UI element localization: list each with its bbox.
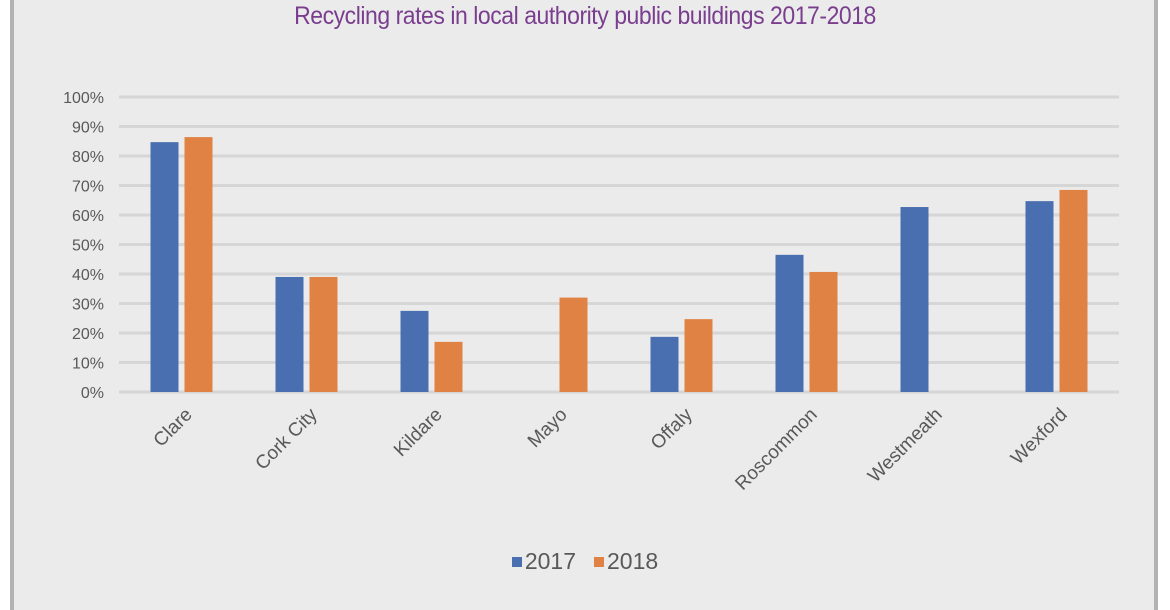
- y-tick-label: 30%: [72, 297, 104, 314]
- x-tick-label: Kildare: [390, 404, 447, 461]
- x-axis-ticks: Clare Cork City Kildare Mayo Offaly Roscommon…: [150, 404, 1072, 495]
- y-tick-label: 100%: [63, 90, 104, 107]
- bar-wexford-2017[interactable]: [1025, 201, 1054, 392]
- x-tick-label: Offaly: [647, 404, 697, 454]
- bar-cork-city-2017[interactable]: [275, 276, 304, 392]
- y-axis-ticks: 0% 10% 20% 30% 40% 50% 60% 70% 80% 90% 100%: [63, 90, 104, 402]
- gridlines: [119, 95, 1119, 394]
- y-tick-label: 80%: [72, 149, 104, 166]
- y-tick-label: 20%: [72, 326, 104, 343]
- bar-mayo-2018[interactable]: [559, 297, 588, 392]
- x-tick-label: Westmeath: [864, 404, 947, 487]
- y-tick-label: 0%: [81, 385, 104, 402]
- y-tick-label: 50%: [72, 238, 104, 255]
- legend-label-2017: 2017: [524, 548, 576, 574]
- x-tick-label: Cork City: [252, 404, 322, 474]
- x-tick-label: Clare: [150, 404, 197, 451]
- bar-kildare-2018[interactable]: [434, 341, 463, 392]
- legend-item-2018[interactable]: 2018: [594, 548, 658, 575]
- bar-clare-2018[interactable]: [184, 137, 213, 392]
- bar-offaly-2017[interactable]: [650, 336, 679, 392]
- x-tick-label: Wexford: [1007, 404, 1072, 469]
- legend-item-2017[interactable]: 2017: [511, 548, 576, 575]
- legend-swatch-2018: [594, 556, 604, 567]
- bar-wexford-2018[interactable]: [1059, 189, 1088, 392]
- y-tick-label: 40%: [72, 267, 104, 284]
- legend-label-2018: 2018: [607, 548, 659, 574]
- bar-offaly-2018[interactable]: [684, 319, 713, 392]
- y-tick-label: 90%: [72, 120, 104, 137]
- bar-kildare-2017[interactable]: [400, 310, 429, 392]
- legend-swatch-2017: [511, 556, 522, 567]
- bar-clare-2017[interactable]: [150, 142, 179, 392]
- bar-roscommon-2017[interactable]: [775, 254, 804, 392]
- bar-westmeath-2017[interactable]: [900, 207, 929, 392]
- bar-cork-city-2018[interactable]: [309, 276, 338, 392]
- x-tick-label: Mayo: [524, 404, 572, 452]
- chart-title: Recycling rates in local authority publi…: [294, 2, 876, 30]
- bar-roscommon-2018[interactable]: [809, 271, 838, 392]
- x-tick-label: Roscommon: [731, 404, 821, 494]
- bars: [150, 137, 1088, 392]
- y-tick-label: 10%: [72, 356, 104, 373]
- y-tick-label: 70%: [72, 179, 104, 196]
- y-tick-label: 60%: [72, 208, 104, 225]
- legend: 2017 2018: [0, 548, 1170, 575]
